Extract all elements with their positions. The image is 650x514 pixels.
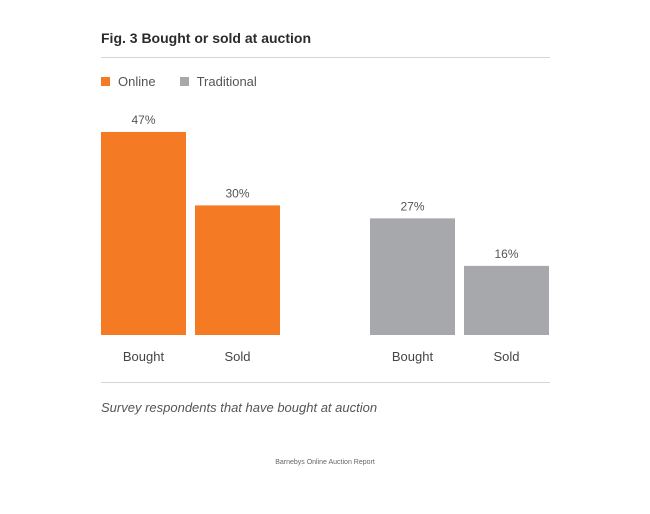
category-label-traditional-bought: Bought (392, 349, 434, 364)
chart-title: Fig. 3 Bought or sold at auction (101, 30, 311, 46)
legend-swatch-traditional (179, 77, 189, 86)
bar-chart: 47% Bought 30% Sold 27% Bought 16% Sold (101, 113, 549, 364)
top-divider (101, 57, 550, 58)
bottom-divider (101, 382, 550, 383)
legend-item-traditional: Traditional (179, 74, 257, 89)
category-label-online-bought: Bought (123, 349, 165, 364)
legend-label-online: Online (118, 74, 156, 89)
category-label-traditional-sold: Sold (493, 349, 519, 364)
bar-traditional-bought (370, 218, 455, 335)
data-label-online-bought: 47% (131, 113, 155, 127)
chart-caption: Survey respondents that have bought at a… (101, 400, 378, 415)
report-footer: Barnebys Online Auction Report (275, 459, 375, 466)
legend-swatch-online (101, 77, 110, 86)
data-label-online-sold: 30% (225, 186, 249, 200)
data-label-traditional-bought: 27% (400, 199, 424, 213)
bar-online-bought (101, 131, 186, 335)
bar-online-sold (195, 205, 280, 335)
legend-item-online: Online (101, 74, 156, 89)
legend: Online Traditional (101, 74, 281, 89)
data-label-traditional-sold: 16% (494, 247, 518, 261)
bar-traditional-sold (464, 265, 549, 335)
category-label-online-sold: Sold (224, 349, 250, 364)
legend-label-traditional: Traditional (196, 74, 257, 89)
